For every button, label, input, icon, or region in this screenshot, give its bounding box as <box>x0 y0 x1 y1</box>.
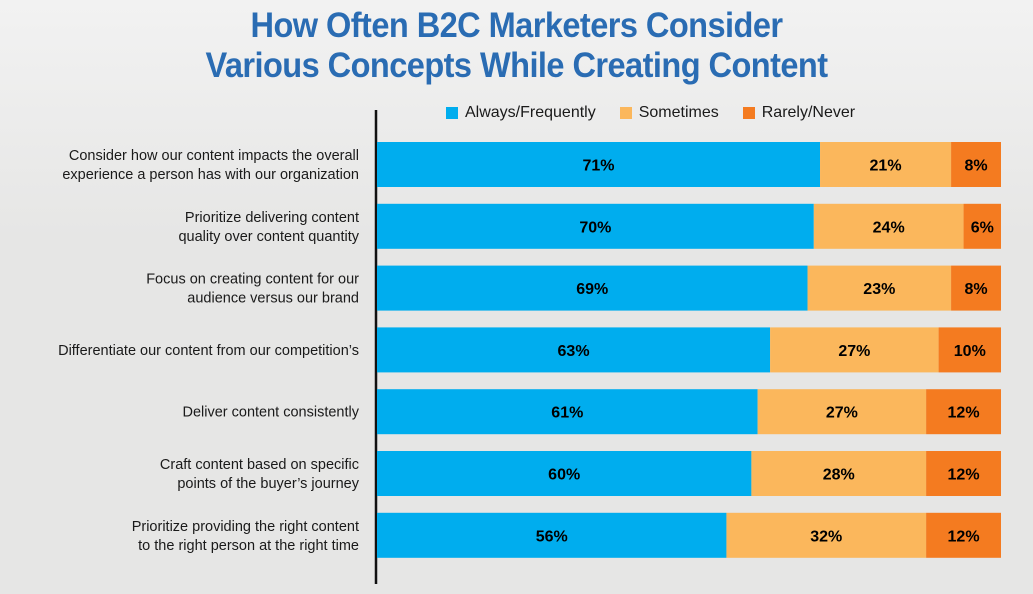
chart-title: How Often B2C Marketers Consider Various… <box>36 6 997 86</box>
category-label-line: Prioritize delivering content <box>185 210 359 226</box>
category-label-5: Deliver content consistently <box>183 405 360 421</box>
data-label-always-frequently-5: 61% <box>551 405 583 422</box>
data-label-rarely-never-3: 8% <box>964 281 987 298</box>
data-label-always-frequently-2: 70% <box>579 219 611 236</box>
category-label-line: Consider how our content impacts the ove… <box>69 148 359 164</box>
legend: Always/Frequently Sometimes Rarely/Never <box>446 104 879 122</box>
chart-title-line-1: How Often B2C Marketers Consider <box>250 6 783 45</box>
category-label-7: Prioritize providing the right content to… <box>132 519 359 554</box>
category-labels-group: Consider how our content impacts the ove… <box>58 148 360 554</box>
data-label-sometimes-2: 24% <box>873 219 905 236</box>
category-label-6: Craft content based on specific points of… <box>160 457 360 492</box>
bar-always-frequently-6 <box>377 451 752 496</box>
category-label-line: experience a person has with our organiz… <box>62 167 359 183</box>
legend-item-always-frequently: Always/Frequently <box>446 104 596 122</box>
category-label-line: Differentiate our content from our compe… <box>58 343 359 359</box>
category-label-3: Focus on creating content for our audienc… <box>146 272 359 307</box>
data-label-sometimes-6: 28% <box>823 467 855 484</box>
category-label-line: quality over content quantity <box>178 229 359 245</box>
bar-always-frequently-3 <box>377 265 808 311</box>
category-label-line: points of the buyer’s journey <box>177 476 359 492</box>
data-label-sometimes-3: 23% <box>863 281 895 298</box>
data-label-always-frequently-1: 71% <box>583 158 615 175</box>
legend-label-sometimes: Sometimes <box>638 104 719 121</box>
data-label-rarely-never-6: 12% <box>948 467 980 484</box>
bar-rarely-never-3 <box>951 265 1001 311</box>
bar-sometimes-5 <box>757 389 927 435</box>
category-label-line: audience versus our brand <box>187 291 359 307</box>
data-label-rarely-never-7: 12% <box>948 528 980 545</box>
data-label-sometimes-1: 21% <box>870 158 902 175</box>
chart-title-line-2: Various Concepts While Creating Content <box>205 46 828 85</box>
data-label-always-frequently-3: 69% <box>576 281 608 298</box>
bar-rarely-never-7 <box>926 512 1001 558</box>
data-label-rarely-never-1: 8% <box>964 158 987 175</box>
bar-sometimes-4 <box>770 327 939 373</box>
legend-item-rarely-never: Rarely/Never <box>742 104 856 122</box>
data-label-sometimes-7: 32% <box>810 528 842 545</box>
data-label-always-frequently-6: 60% <box>548 467 580 484</box>
category-label-line: Prioritize providing the right content <box>132 519 359 535</box>
bar-always-frequently-1 <box>377 142 821 187</box>
legend-swatch-always-frequently <box>446 107 458 119</box>
bar-rarely-never-6 <box>926 451 1001 496</box>
bar-sometimes-3 <box>807 265 952 311</box>
bar-sometimes-2 <box>813 203 964 249</box>
data-label-always-frequently-4: 63% <box>558 343 590 360</box>
bar-rarely-never-1 <box>951 142 1001 187</box>
category-label-line: Focus on creating content for our <box>146 272 359 288</box>
category-label-4: Differentiate our content from our compe… <box>58 343 359 359</box>
data-label-sometimes-5: 27% <box>826 405 858 422</box>
bar-rarely-never-2 <box>963 203 1001 249</box>
category-label-line: Craft content based on specific <box>160 457 359 473</box>
data-label-rarely-never-5: 12% <box>948 405 980 422</box>
category-label-line: to the right person at the right time <box>138 538 359 554</box>
legend-swatch-sometimes <box>619 107 632 119</box>
legend-label-always-frequently: Always/Frequently <box>465 104 596 121</box>
bar-sometimes-1 <box>820 142 952 187</box>
category-label-2: Prioritize delivering content quality ove… <box>178 210 359 245</box>
bar-always-frequently-7 <box>377 512 727 558</box>
data-label-sometimes-4: 27% <box>838 343 870 360</box>
bar-rarely-never-5 <box>926 389 1001 435</box>
legend-label-rarely-never: Rarely/Never <box>761 104 856 121</box>
legend-item-sometimes: Sometimes <box>619 104 719 122</box>
category-label-1: Consider how our content impacts the ove… <box>62 148 359 183</box>
category-label-line: Deliver content consistently <box>183 405 360 421</box>
data-label-always-frequently-7: 56% <box>536 528 568 545</box>
bar-always-frequently-4 <box>377 327 771 373</box>
bars-group: 71% 21% 8% 70% 24% 6% 69% 23% 8% 63% 27% 10% 61% 27% 1… <box>377 142 1001 558</box>
bar-rarely-never-4 <box>938 327 1001 373</box>
legend-swatch-rarely-never <box>742 107 755 119</box>
data-label-rarely-never-4: 10% <box>954 343 986 360</box>
bar-sometimes-7 <box>726 512 927 558</box>
data-label-rarely-never-2: 6% <box>971 219 994 236</box>
bar-sometimes-6 <box>751 451 927 496</box>
bar-always-frequently-5 <box>377 389 758 435</box>
bar-always-frequently-2 <box>377 203 814 249</box>
